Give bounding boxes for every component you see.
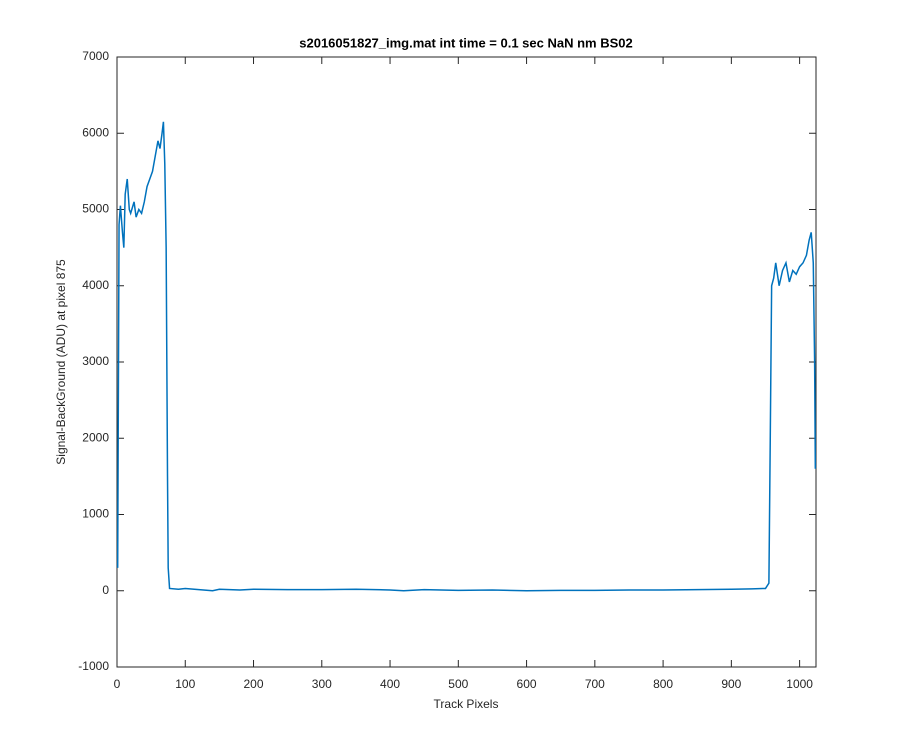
x-axis-label: Track Pixels [434,697,499,711]
x-tick-label: 500 [448,677,468,691]
y-tick-label: -1000 [78,659,109,673]
y-tick-label: 1000 [82,507,109,521]
x-tick-label: 0 [114,677,121,691]
y-tick-label: 7000 [82,49,109,63]
data-line [116,121,817,592]
y-tick-label: 5000 [82,202,109,216]
x-tick-label: 1000 [786,677,813,691]
y-tick-label: 3000 [82,354,109,368]
y-tick-label: 6000 [82,125,109,139]
axes-box [116,56,817,668]
x-tick-label: 100 [175,677,195,691]
y-axis-label: Signal-BackGround (ADU) at pixel 875 [54,259,68,465]
x-tick-label: 800 [653,677,673,691]
x-tick-label: 600 [517,677,537,691]
x-tick-label: 300 [312,677,332,691]
x-tick-label: 900 [721,677,741,691]
x-tick-label: 200 [244,677,264,691]
x-tick-label: 700 [585,677,605,691]
y-tick-label: 4000 [82,278,109,292]
x-tick-label: 400 [380,677,400,691]
y-tick-label: 0 [102,583,109,597]
y-tick-label: 2000 [82,430,109,444]
chart-title: s2016051827_img.mat int time = 0.1 sec N… [299,35,633,50]
